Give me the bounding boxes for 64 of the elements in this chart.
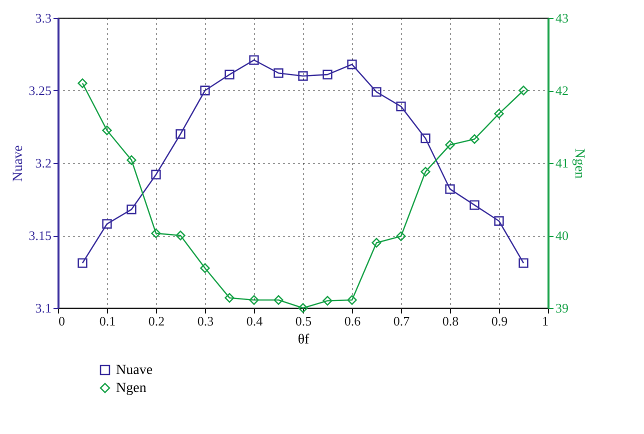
y2-tick-label: 39 xyxy=(556,300,568,316)
x-tick-label: 0.3 xyxy=(197,314,214,328)
point xyxy=(249,55,259,65)
point xyxy=(78,78,88,88)
point xyxy=(151,170,161,180)
point xyxy=(518,258,528,268)
x-tick-label: 0.4 xyxy=(246,314,264,328)
point xyxy=(78,258,88,268)
point xyxy=(274,295,284,305)
y-tick-label: 3.2 xyxy=(35,156,52,170)
point xyxy=(102,219,112,229)
x-tick-label: 0.9 xyxy=(491,314,508,328)
y-tick-label: 3.1 xyxy=(35,300,52,316)
x-tick-label: 0.7 xyxy=(393,314,410,328)
y-tick-label: 3.25 xyxy=(28,83,52,98)
x-tick-label: 0.8 xyxy=(442,314,459,328)
point xyxy=(396,102,406,112)
legend-label: Nuave xyxy=(116,363,153,378)
y2-tick-label: 41 xyxy=(556,156,568,170)
point xyxy=(200,86,210,96)
point xyxy=(322,70,332,80)
point xyxy=(420,134,430,144)
point xyxy=(102,126,112,136)
point xyxy=(518,86,528,96)
point xyxy=(200,263,210,273)
x-tick-label: 0.2 xyxy=(148,314,165,328)
point xyxy=(126,155,136,165)
x-axis-title: θf xyxy=(298,332,310,348)
legend-label: Ngen xyxy=(116,381,146,396)
point xyxy=(322,296,332,306)
point xyxy=(347,60,357,70)
point xyxy=(176,129,186,139)
point xyxy=(274,68,284,78)
point xyxy=(372,238,382,248)
point xyxy=(445,184,455,194)
point xyxy=(224,70,234,80)
x-tick-label: 0 xyxy=(58,314,65,328)
point xyxy=(224,293,234,303)
y2-tick-label: 40 xyxy=(556,228,568,243)
point xyxy=(396,231,406,242)
point xyxy=(126,204,136,214)
x-tick-label: 1 xyxy=(542,314,548,328)
y-axis-title: Nuave xyxy=(10,145,26,182)
x-tick-label: 0.6 xyxy=(344,314,362,328)
y-tick-label: 3.15 xyxy=(28,228,52,243)
point xyxy=(420,166,430,177)
point xyxy=(249,295,259,305)
y-tick-label: 3.3 xyxy=(35,10,52,26)
point xyxy=(470,134,480,144)
y2-axis-title: Ngen xyxy=(572,148,586,179)
point xyxy=(151,228,161,238)
point xyxy=(494,216,504,226)
point xyxy=(298,71,308,81)
point xyxy=(445,140,455,150)
y2-tick-label: 42 xyxy=(556,83,568,98)
y2-tick-label: 43 xyxy=(556,10,568,26)
point xyxy=(470,200,480,210)
point xyxy=(494,108,504,119)
point xyxy=(372,87,382,97)
point xyxy=(347,295,357,305)
point xyxy=(298,303,308,313)
x-tick-label: 0.1 xyxy=(99,314,116,328)
point xyxy=(176,230,186,240)
x-tick-label: 0.5 xyxy=(295,314,312,328)
